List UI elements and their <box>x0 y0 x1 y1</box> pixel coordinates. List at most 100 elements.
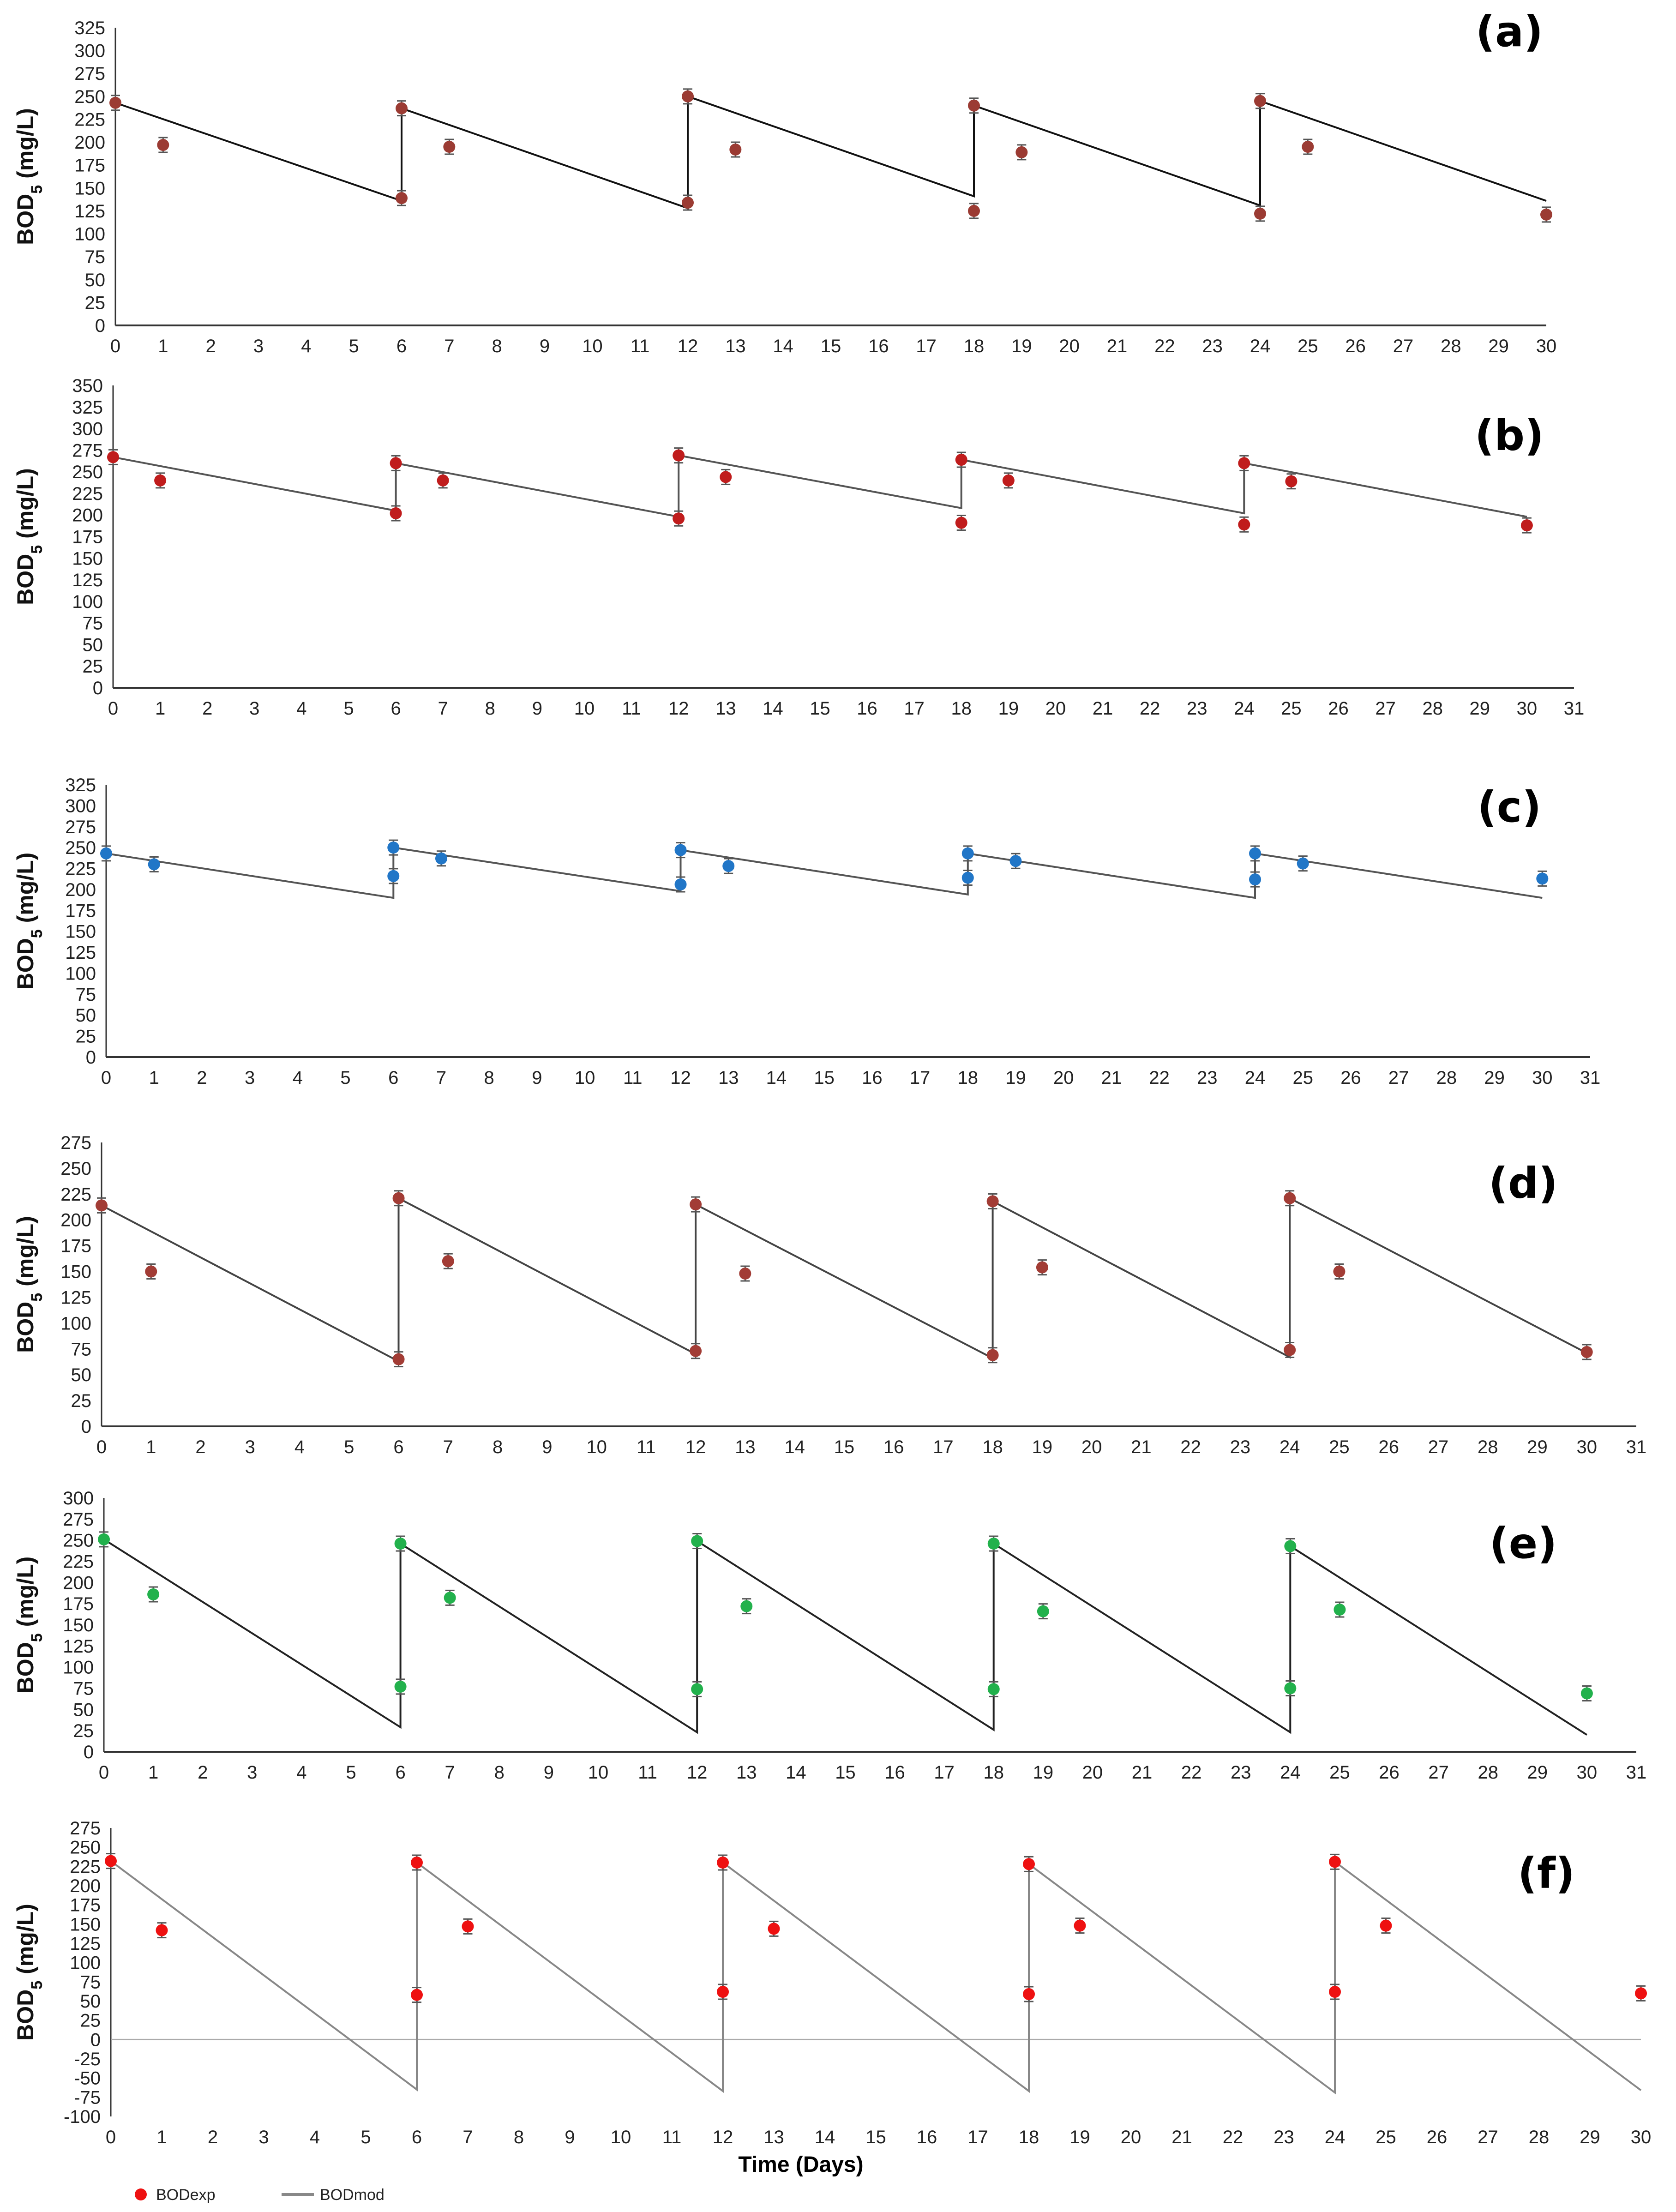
x-tick-label-f: 14 <box>815 2127 835 2147</box>
x-tick-label-c: 9 <box>532 1068 542 1088</box>
y-tick-label-a: 100 <box>74 224 105 245</box>
x-tick-label-e: 3 <box>247 1762 257 1783</box>
data-point-d <box>442 1253 454 1269</box>
data-point-d <box>1333 1263 1346 1280</box>
y-tick-label-f: 25 <box>80 2011 101 2031</box>
x-tick-label-c: 15 <box>814 1068 835 1088</box>
chart-panel-f: -100-75-50-25025507510012515017520022525… <box>12 1818 1651 2147</box>
y-tick-label-f: 125 <box>70 1934 101 1954</box>
x-tick-label-a: 14 <box>773 336 793 356</box>
x-tick-label-d: 29 <box>1527 1437 1548 1457</box>
x-tick-label-a: 5 <box>349 336 359 356</box>
y-tick-label-e: 225 <box>63 1552 94 1572</box>
y-tick-label-f: 100 <box>70 1953 101 1973</box>
x-tick-label-d: 22 <box>1180 1437 1201 1457</box>
x-tick-label-d: 1 <box>146 1437 156 1457</box>
y-tick-label-b: 75 <box>83 613 103 634</box>
x-tick-label-a: 1 <box>158 336 168 356</box>
x-tick-label-c: 31 <box>1580 1068 1601 1088</box>
x-tick-label-f: 10 <box>611 2127 631 2147</box>
exp-marker-e <box>1284 1682 1297 1695</box>
x-tick-label-e: 17 <box>934 1762 955 1783</box>
panel-label-d: (d) <box>1489 1159 1558 1208</box>
x-tick-label-e: 21 <box>1132 1762 1153 1783</box>
x-tick-label-b: 11 <box>622 698 641 719</box>
x-tick-label-c: 18 <box>958 1068 979 1088</box>
y-tick-label-a: 0 <box>95 316 105 336</box>
data-point-f <box>462 1918 474 1935</box>
x-tick-label-c: 4 <box>293 1068 303 1088</box>
x-tick-label-a: 30 <box>1536 336 1557 356</box>
x-tick-label-b: 24 <box>1234 698 1255 719</box>
x-tick-label-a: 22 <box>1154 336 1175 356</box>
data-point-f <box>1329 1853 1341 1870</box>
data-point-f <box>717 1854 729 1871</box>
data-point-b <box>1238 455 1250 471</box>
y-tick-label-b: 350 <box>72 376 103 396</box>
x-tick-label-d: 5 <box>344 1437 354 1457</box>
x-tick-label-a: 16 <box>868 336 889 356</box>
exp-marker-e <box>394 1538 407 1550</box>
exp-marker-d <box>986 1195 999 1208</box>
x-tick-label-f: 24 <box>1325 2127 1346 2147</box>
exp-marker-d <box>1284 1344 1296 1356</box>
exp-marker-e <box>691 1683 703 1695</box>
data-point-c <box>387 839 400 856</box>
data-point-d <box>690 1343 702 1359</box>
data-point-c <box>961 870 974 886</box>
y-tick-label-b: 200 <box>72 505 103 526</box>
x-tick-label-f: 18 <box>1019 2127 1039 2147</box>
y-tick-label-e: 150 <box>63 1615 94 1635</box>
exp-marker-f <box>1635 1987 1647 2000</box>
exp-marker-b <box>955 453 967 466</box>
data-point-b <box>673 510 685 527</box>
x-tick-label-a: 26 <box>1345 336 1366 356</box>
x-tick-label-f: 15 <box>865 2127 886 2147</box>
data-point-d <box>690 1196 702 1213</box>
y-tick-label-f: -100 <box>64 2107 101 2127</box>
x-tick-label-d: 27 <box>1428 1437 1449 1457</box>
data-point-d <box>1036 1259 1048 1276</box>
x-tick-label-d: 30 <box>1576 1437 1597 1457</box>
y-tick-label-f: 200 <box>70 1876 101 1896</box>
exp-marker-a <box>968 99 980 112</box>
exp-marker-b <box>107 451 119 463</box>
x-tick-label-a: 12 <box>678 336 698 356</box>
exp-marker-a <box>1254 207 1266 220</box>
x-tick-label-b: 6 <box>390 698 401 719</box>
exp-marker-a <box>1015 146 1028 158</box>
exp-marker-b <box>1002 474 1015 487</box>
y-tick-label-d: 175 <box>60 1236 91 1256</box>
exp-marker-e <box>987 1538 1000 1550</box>
x-tick-label-e: 9 <box>544 1762 554 1783</box>
model-line-e <box>103 1539 1587 1736</box>
x-tick-label-c: 14 <box>766 1068 787 1088</box>
y-tick-label-c: 50 <box>76 1005 96 1026</box>
exp-marker-a <box>443 141 456 153</box>
x-tick-label-b: 25 <box>1281 698 1302 719</box>
data-point-b <box>107 449 119 465</box>
x-tick-label-f: 13 <box>763 2127 784 2147</box>
x-tick-label-b: 27 <box>1375 698 1396 719</box>
x-tick-label-c: 27 <box>1388 1068 1409 1088</box>
exp-marker-b <box>390 457 402 469</box>
y-tick-label-b: 0 <box>93 678 103 698</box>
x-tick-label-a: 2 <box>206 336 216 356</box>
x-tick-label-a: 15 <box>821 336 841 356</box>
y-tick-label-f: 275 <box>70 1818 101 1839</box>
data-point-d <box>392 1351 405 1368</box>
exp-marker-f <box>717 1857 729 1869</box>
data-point-b <box>1002 472 1015 489</box>
x-tick-label-b: 8 <box>485 698 495 719</box>
panel-label-f: (f) <box>1518 1849 1575 1898</box>
data-point-b <box>437 472 449 489</box>
x-tick-label-a: 11 <box>631 336 650 356</box>
y-tick-label-b: 175 <box>72 527 103 547</box>
y-tick-label-f: 250 <box>70 1838 101 1858</box>
x-tick-label-c: 8 <box>484 1068 494 1088</box>
x-tick-label-f: 17 <box>967 2127 988 2147</box>
x-tick-label-c: 3 <box>245 1068 255 1088</box>
x-tick-label-c: 25 <box>1292 1068 1313 1088</box>
legend-exp-label: BODexp <box>156 2186 216 2204</box>
x-tick-label-a: 27 <box>1393 336 1414 356</box>
